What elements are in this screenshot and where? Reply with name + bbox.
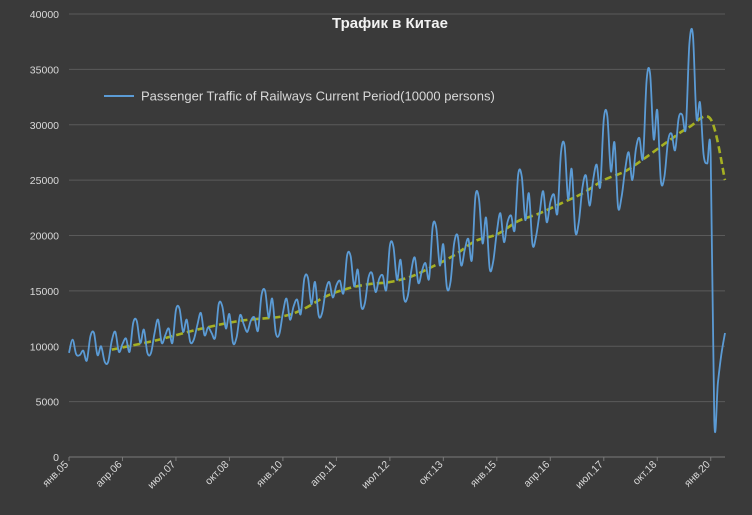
gridlines xyxy=(68,13,725,461)
y-tick-label: 30000 xyxy=(30,120,59,132)
series-lines xyxy=(68,27,727,433)
y-axis-ticks: 0 5000 10000 15000 20000 25000 30000 35000 40000 xyxy=(30,9,59,464)
y-tick-label: 5000 xyxy=(36,397,60,409)
trend-line xyxy=(111,114,727,351)
y-tick-label: 20000 xyxy=(30,231,59,243)
y-tick-label: 0 xyxy=(53,452,59,464)
legend-label: Passenger Traffic of Railways Current Pe… xyxy=(141,89,495,104)
chart-title: Трафик в Китае xyxy=(332,15,448,32)
y-tick-label: 10000 xyxy=(30,341,59,353)
y-tick-label: 35000 xyxy=(30,64,59,76)
y-tick-label: 40000 xyxy=(30,9,59,21)
passenger-traffic-line xyxy=(68,27,726,433)
y-tick-label: 25000 xyxy=(30,175,59,187)
y-tick-label: 15000 xyxy=(30,286,59,298)
legend: Passenger Traffic of Railways Current Pe… xyxy=(104,89,495,104)
